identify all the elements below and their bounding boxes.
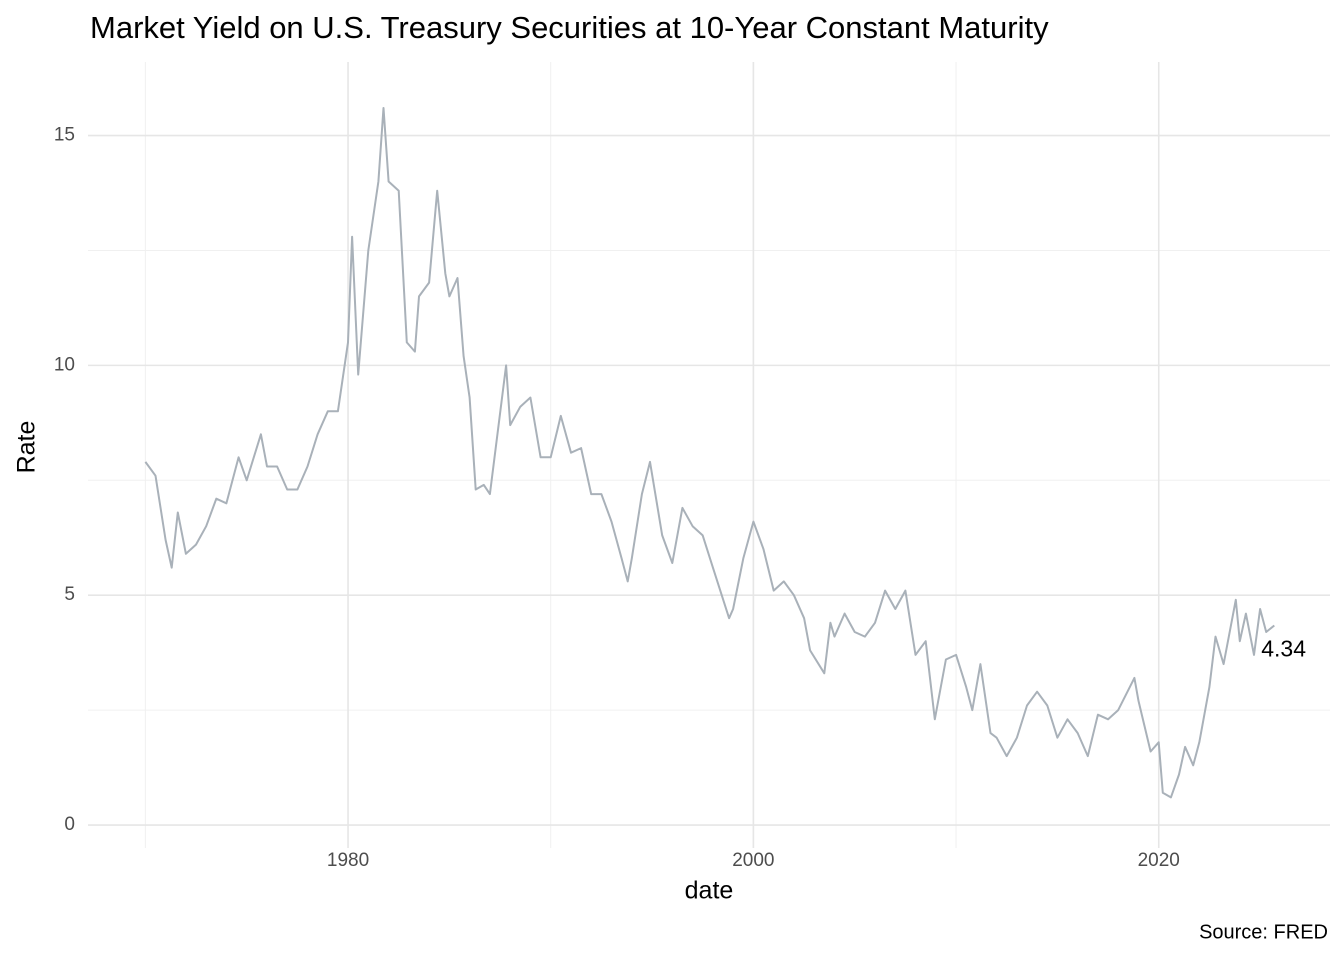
x-axis-title: date xyxy=(685,877,734,905)
x-tick-label: 2020 xyxy=(1138,850,1180,871)
chart-title: Market Yield on U.S. Treasury Securities… xyxy=(90,10,1049,45)
y-tick-label: 5 xyxy=(64,584,75,605)
end-value-label: 4.34 xyxy=(1261,636,1306,662)
y-tick-label: 15 xyxy=(54,125,75,146)
x-tick-label: 2000 xyxy=(732,850,774,871)
x-tick-label: 1980 xyxy=(327,850,369,871)
y-tick-label: 0 xyxy=(64,814,75,835)
y-axis-title: Rate xyxy=(13,421,41,474)
caption: Source: FRED xyxy=(1199,921,1328,943)
line xyxy=(144,107,1275,799)
y-tick-label: 10 xyxy=(54,354,75,375)
